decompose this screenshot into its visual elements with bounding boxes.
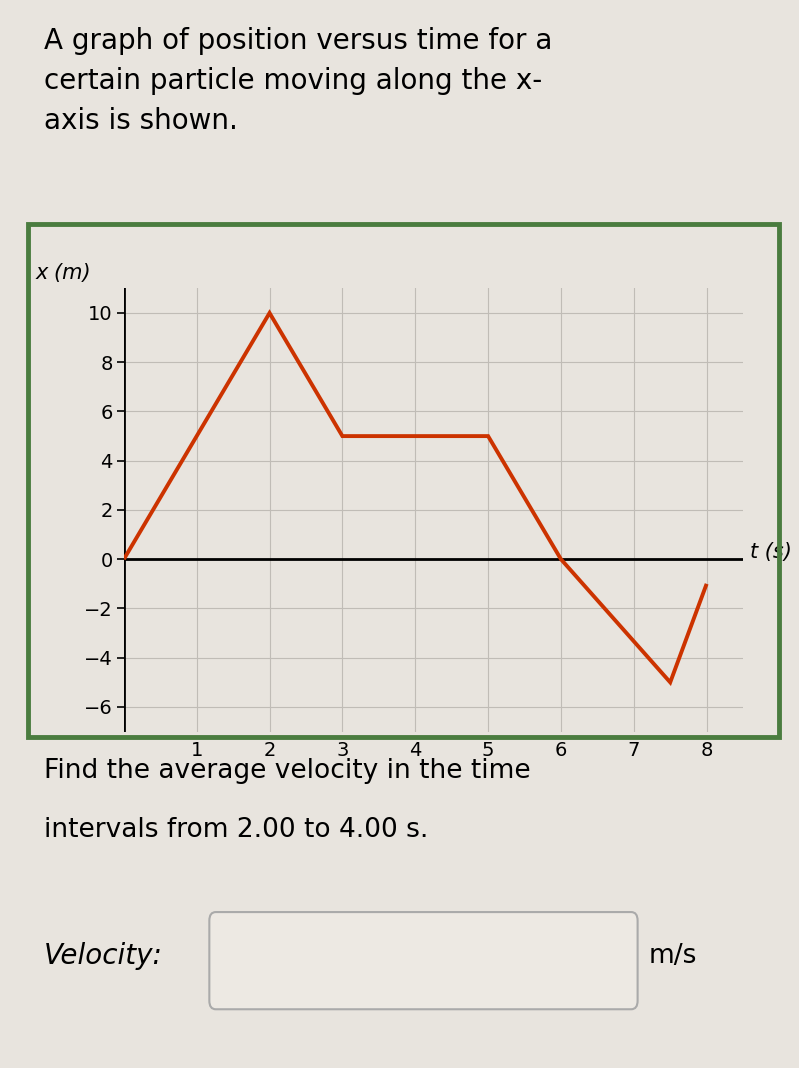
Text: Velocity:: Velocity: <box>44 942 163 970</box>
Text: A graph of position versus time for a
certain particle moving along the x-
axis : A graph of position versus time for a ce… <box>44 27 552 135</box>
Text: Find the average velocity in the time: Find the average velocity in the time <box>44 758 531 784</box>
Text: x (m): x (m) <box>36 263 92 283</box>
Text: t (s): t (s) <box>750 541 793 562</box>
Text: intervals from 2.00 to 4.00 s.: intervals from 2.00 to 4.00 s. <box>44 817 428 843</box>
Text: m/s: m/s <box>649 943 698 969</box>
